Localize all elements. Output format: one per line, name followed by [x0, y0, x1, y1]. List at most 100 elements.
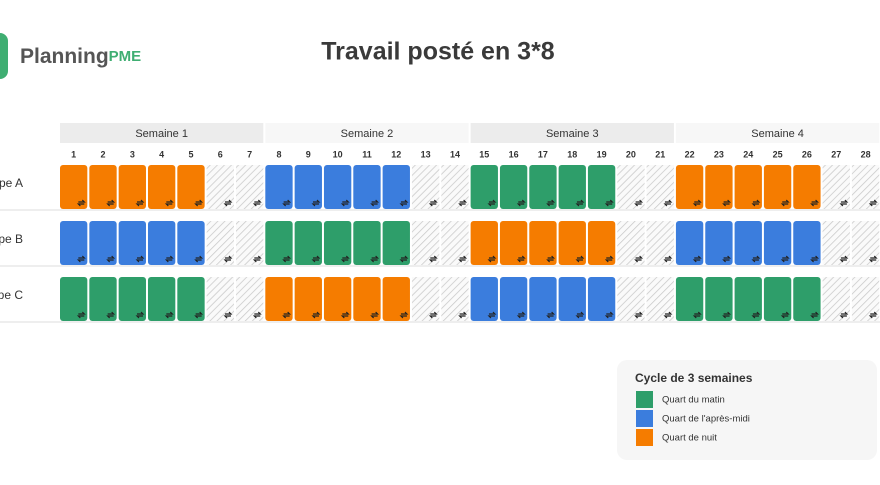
shift-day: [675, 221, 704, 265]
repeat-icon: [252, 199, 262, 207]
shift-day: [705, 277, 733, 321]
day-number: 19: [597, 149, 607, 159]
legend-label: Quart de nuit: [662, 433, 717, 444]
repeat-icon: [370, 255, 380, 263]
repeat-icon: [868, 255, 878, 263]
day-number: 4: [159, 149, 164, 159]
legend-title: Cycle de 3 semaines: [635, 371, 753, 385]
repeat-icon: [810, 199, 820, 207]
week-label: Semaine 2: [341, 128, 394, 140]
week-header: [470, 123, 674, 143]
shift-day: [587, 165, 616, 209]
repeat-icon: [252, 311, 262, 319]
repeat-icon: [399, 199, 409, 207]
repeat-icon: [751, 311, 761, 319]
day-number: 2: [100, 149, 105, 159]
day-number: 12: [391, 149, 401, 159]
repeat-icon: [751, 255, 761, 263]
repeat-icon: [575, 255, 585, 263]
shift-day: [118, 277, 146, 321]
day-number: 17: [538, 149, 548, 159]
repeat-icon: [340, 255, 350, 263]
repeat-icon: [194, 311, 204, 319]
repeat-icon: [135, 199, 145, 207]
week-header: [60, 123, 264, 143]
shift-day: [763, 221, 792, 265]
repeat-icon: [546, 199, 556, 207]
week-header: [265, 123, 469, 143]
shift-day: [323, 221, 352, 265]
legend-swatch: [636, 429, 653, 446]
repeat-icon: [106, 199, 116, 207]
shift-day: [353, 277, 381, 321]
repeat-icon: [663, 255, 673, 263]
shift-day: [558, 277, 586, 321]
repeat-icon: [868, 311, 878, 319]
repeat-icon: [516, 311, 526, 319]
repeat-icon: [546, 255, 556, 263]
repeat-icon: [428, 199, 438, 207]
shift-day: [529, 165, 557, 209]
shift-day: [89, 165, 117, 209]
repeat-icon: [780, 255, 790, 263]
repeat-icon: [135, 255, 145, 263]
repeat-icon: [634, 311, 644, 319]
day-number: 11: [362, 149, 372, 159]
shift-day: [177, 221, 205, 265]
shift-day: [294, 277, 322, 321]
repeat-icon: [282, 311, 292, 319]
logo-name: Planning: [20, 45, 109, 68]
repeat-icon: [810, 311, 820, 319]
shift-day: [265, 277, 293, 321]
repeat-icon: [575, 199, 585, 207]
day-number: 18: [567, 149, 577, 159]
shift-day: [763, 165, 792, 209]
shift-day: [499, 165, 528, 209]
day-number: 8: [276, 149, 281, 159]
repeat-icon: [76, 311, 86, 319]
repeat-icon: [780, 199, 790, 207]
repeat-icon: [340, 311, 350, 319]
shift-day: [529, 277, 557, 321]
day-number: 23: [714, 149, 724, 159]
repeat-icon: [751, 199, 761, 207]
shift-day: [89, 277, 117, 321]
repeat-icon: [194, 199, 204, 207]
team-label: Équipe B: [0, 231, 23, 246]
repeat-icon: [194, 255, 204, 263]
day-number: 14: [450, 149, 460, 159]
day-number: 21: [655, 149, 665, 159]
repeat-icon: [370, 199, 380, 207]
shift-day: [675, 165, 704, 209]
repeat-icon: [311, 311, 321, 319]
shift-day: [382, 277, 410, 321]
repeat-icon: [634, 255, 644, 263]
shift-day: [587, 221, 616, 265]
repeat-icon: [546, 311, 556, 319]
day-number: 9: [306, 149, 311, 159]
day-number: 16: [509, 149, 519, 159]
day-number: 6: [218, 149, 223, 159]
repeat-icon: [135, 311, 145, 319]
repeat-icon: [839, 311, 849, 319]
shift-day: [294, 221, 322, 265]
repeat-icon: [634, 199, 644, 207]
repeat-icon: [487, 311, 497, 319]
shift-day: [60, 277, 88, 321]
legend-box: [617, 360, 877, 460]
shift-day: [734, 277, 762, 321]
week-label: Semaine 3: [546, 128, 599, 140]
repeat-icon: [868, 199, 878, 207]
repeat-icon: [399, 311, 409, 319]
shift-day: [763, 277, 792, 321]
shift-day: [793, 277, 821, 321]
repeat-icon: [575, 311, 585, 319]
repeat-icon: [106, 311, 116, 319]
repeat-icon: [810, 255, 820, 263]
repeat-icon: [340, 199, 350, 207]
legend-label: Quart du matin: [662, 395, 725, 406]
day-number: 25: [773, 149, 783, 159]
repeat-icon: [839, 255, 849, 263]
day-number: 5: [188, 149, 193, 159]
repeat-icon: [311, 255, 321, 263]
